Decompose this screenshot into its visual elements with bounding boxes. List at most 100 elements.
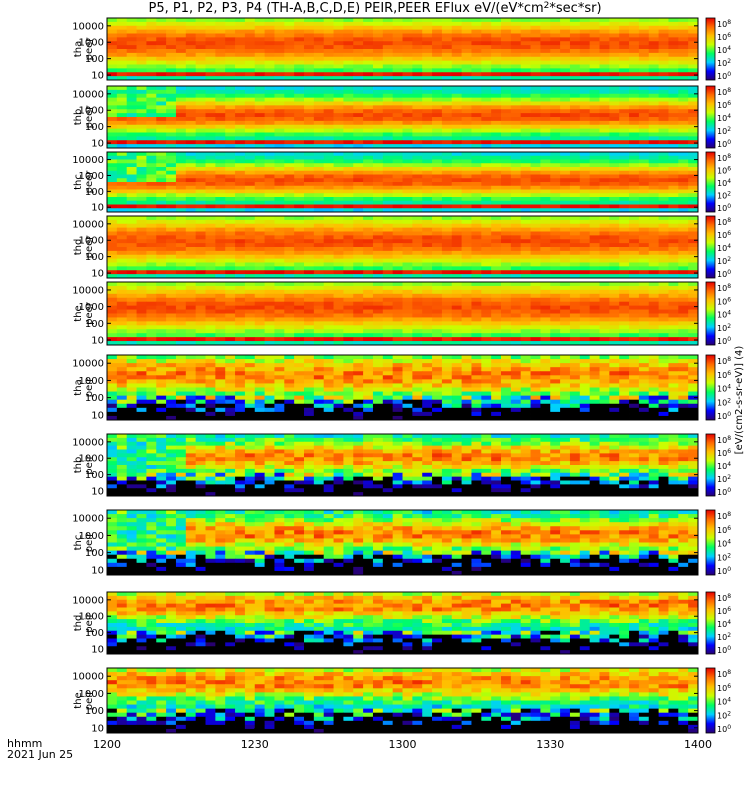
y-tick-label: 10 xyxy=(91,565,104,576)
panel-label-the-peir: thepeir xyxy=(73,690,95,710)
y-tick-label: 10 xyxy=(91,723,104,734)
panel-frame xyxy=(106,85,699,149)
colorbar-tick-label: 108 xyxy=(717,153,731,163)
y-tick-label: 1000 xyxy=(79,612,104,623)
colorbar-thb-peer xyxy=(705,85,716,149)
colorbar-tick-label: 104 xyxy=(717,45,731,55)
y-tick-label: 10 xyxy=(91,269,104,280)
colorbar-tick-label: 108 xyxy=(717,511,731,521)
y-tick-label: 10 xyxy=(91,410,104,421)
spectrogram-panel-thb-peer xyxy=(107,86,699,149)
y-tick-label: 10 xyxy=(91,335,104,346)
y-tick-label: 100 xyxy=(85,548,104,559)
colorbar-thc-peer xyxy=(705,151,716,213)
spectrogram-panel-the-peer xyxy=(107,282,699,346)
chart-title: P5, P1, P2, P3, P4 (TH-A,B,C,D,E) PEIR,P… xyxy=(148,1,602,16)
panel-label-thc-peer: thcpeer xyxy=(73,170,95,194)
colorbar-tick-label: 102 xyxy=(717,58,731,68)
colorbar-tick-label: 100 xyxy=(717,203,731,213)
x-axis-label: hhmm xyxy=(7,737,42,750)
y-tick-label: 100 xyxy=(85,54,104,65)
panel-frame xyxy=(106,281,699,346)
panel-frame xyxy=(106,354,699,421)
panel-label-thc-peir: thcpeir xyxy=(73,532,95,552)
colorbar-tick-label: 106 xyxy=(717,296,731,306)
colorbar-tick-label: 102 xyxy=(717,256,731,266)
y-tick-label: 100 xyxy=(85,628,104,639)
x-tick-label: 1330 xyxy=(536,738,564,751)
date-label: 2021 Jun 25 xyxy=(7,748,73,761)
colorbar-tick-label: 106 xyxy=(717,230,731,240)
y-tick-label: 10 xyxy=(91,487,104,498)
y-tick-label: 10000 xyxy=(72,514,104,525)
colorbar-tick-label: 104 xyxy=(717,178,731,188)
colorbar-tick-label: 108 xyxy=(717,87,731,97)
spectrogram-panel-thb-peir xyxy=(107,434,699,497)
panel-label-the-peer: thepeer xyxy=(73,301,95,325)
colorbar-thb-peir xyxy=(705,433,716,497)
y-tick-label: 10000 xyxy=(72,89,104,100)
x-tick-label: 1200 xyxy=(93,738,121,751)
y-tick-label: 100 xyxy=(85,470,104,481)
colorbar-tick-label: 104 xyxy=(717,697,731,707)
panel-frame xyxy=(106,433,699,497)
colorbar-the-peer xyxy=(705,281,716,346)
colorbar-tick-label: 104 xyxy=(717,619,731,629)
colorbar-tick-label: 106 xyxy=(717,683,731,693)
x-tick-label: 1230 xyxy=(241,738,269,751)
y-tick-label: 1000 xyxy=(79,106,104,117)
y-tick-label: 100 xyxy=(85,706,104,717)
colorbar-tick-label: 100 xyxy=(717,411,731,421)
panel-label-thd-peir: thdpeir xyxy=(73,612,95,632)
panel-frame xyxy=(106,509,699,576)
colorbar-thd-peer xyxy=(705,215,716,279)
colorbar-tick-label: 108 xyxy=(717,283,731,293)
y-tick-label: 10000 xyxy=(72,155,104,166)
colorbar-tick-label: 100 xyxy=(717,336,731,346)
colorbar-tick-label: 100 xyxy=(717,269,731,279)
x-tick-label: 1300 xyxy=(389,738,417,751)
colorbar-tick-label: 100 xyxy=(717,645,731,655)
panel-label-tha-peer: thapeer xyxy=(73,37,95,61)
colorbar-tick-label: 106 xyxy=(717,166,731,176)
panel-label-tha-peir: thapeir xyxy=(73,377,95,397)
colorbar-tha-peer xyxy=(705,17,716,81)
colorbar-tha-peir xyxy=(705,354,716,421)
colorbar-tick-label: 108 xyxy=(717,19,731,29)
spectrogram-panel-thd-peer xyxy=(107,216,699,279)
y-tick-label: 100 xyxy=(85,393,104,404)
spectrogram-panels: thapeer10000100010010108106104102100thbp… xyxy=(72,17,731,734)
x-tick-label: 1400 xyxy=(684,738,712,751)
colorbar-tick-label: 104 xyxy=(717,461,731,471)
y-tick-label: 100 xyxy=(85,122,104,133)
y-tick-label: 10000 xyxy=(72,21,104,32)
panel-label-thd-peer: thdpeer xyxy=(73,235,95,259)
y-tick-label: 10 xyxy=(91,645,104,656)
colorbar-tick-label: 102 xyxy=(717,552,731,562)
colorbar-tick-label: 106 xyxy=(717,448,731,458)
spectrogram-panel-thc-peir xyxy=(107,510,699,576)
colorbar-tick-label: 100 xyxy=(717,724,731,734)
colorbar-tick-label: 100 xyxy=(717,71,731,81)
y-tick-label: 10000 xyxy=(72,595,104,606)
colorbar-tick-label: 102 xyxy=(717,323,731,333)
colorbar-thc-peir xyxy=(705,509,716,576)
colorbar-tick-label: 108 xyxy=(717,593,731,603)
y-tick-label: 1000 xyxy=(79,171,104,182)
spectrogram-panel-the-peir xyxy=(107,668,699,734)
y-tick-label: 1000 xyxy=(79,454,104,465)
colorbar-tick-label: 102 xyxy=(717,126,731,136)
colorbar-tick-label: 102 xyxy=(717,191,731,201)
colorbar-tick-label: 106 xyxy=(717,370,731,380)
y-tick-label: 10 xyxy=(91,71,104,82)
colorbar-tick-label: 104 xyxy=(717,310,731,320)
y-tick-label: 10 xyxy=(91,139,104,150)
y-tick-label: 100 xyxy=(85,252,104,263)
panel-label-thb-peir: thbpeir xyxy=(73,454,95,474)
colorbar-tick-label: 108 xyxy=(717,217,731,227)
y-tick-label: 10000 xyxy=(72,285,104,296)
colorbar-tick-label: 108 xyxy=(717,669,731,679)
colorbar-tick-label: 108 xyxy=(717,435,731,445)
colorbar-tick-label: 102 xyxy=(717,632,731,642)
spectrogram-panel-tha-peir xyxy=(107,355,699,421)
